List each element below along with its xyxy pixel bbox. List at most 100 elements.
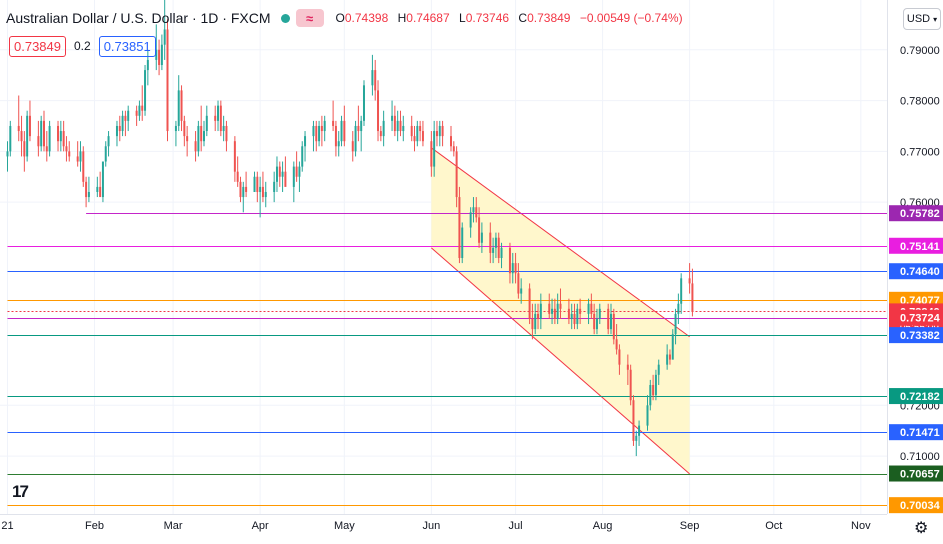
candle-body (374, 70, 377, 91)
candle-body (360, 120, 363, 132)
x-tick-label: May (334, 520, 355, 532)
candle-body (23, 141, 26, 157)
candle-body (205, 115, 208, 132)
candle-body (144, 70, 147, 111)
candle-body (42, 120, 45, 147)
candle-body (101, 161, 104, 198)
candle-body (430, 141, 433, 167)
candle-body (377, 90, 380, 132)
candle-body (391, 115, 394, 121)
candle-body (416, 125, 419, 142)
x-tick-label: Aug (593, 520, 613, 532)
candle-body (275, 166, 278, 182)
candle-body (548, 303, 551, 314)
level-price-label-bg (889, 309, 943, 326)
candle-body (452, 146, 455, 152)
level-price-label-bg (889, 497, 943, 514)
candle-body (646, 405, 649, 426)
market-status-icon (280, 13, 290, 23)
candle-body (579, 308, 582, 314)
candle-body (511, 263, 514, 274)
candle-body (256, 176, 259, 192)
candle-body (315, 125, 318, 142)
candle-body (332, 120, 335, 126)
candle-body (435, 131, 438, 137)
level-price-label: 0.70034 (900, 500, 941, 512)
candle-body (45, 146, 48, 152)
candle-body (99, 186, 102, 198)
y-tick-label: 0.71000 (900, 451, 940, 463)
candle-body (135, 110, 138, 116)
candle-body (76, 156, 79, 162)
y-tick-label: 0.78000 (900, 96, 940, 108)
candle-body (259, 186, 262, 192)
candle-body (500, 247, 503, 259)
candle-body (438, 125, 441, 137)
candle-body (629, 369, 632, 401)
level-price-label: 0.75782 (900, 208, 940, 220)
level-price-label-bg (889, 388, 943, 405)
candle-body (225, 125, 228, 142)
x-tick-label: Mar (164, 520, 183, 532)
tradingview-logo[interactable]: 17 (12, 482, 29, 501)
candle-body (9, 125, 12, 152)
candle-body (278, 166, 281, 177)
candle-body (674, 313, 677, 335)
ohlc-values: O0.74398 H0.74687 L0.73746 C0.73849 −0.0… (336, 11, 683, 25)
currency-selector[interactable]: USD ▾ (903, 8, 941, 30)
candle-body (6, 151, 9, 157)
candle-body (441, 125, 444, 137)
candle-body (691, 283, 694, 312)
gear-icon[interactable]: ⚙ (914, 520, 929, 537)
candle-body (197, 125, 200, 152)
x-tick-label: 21 (1, 520, 13, 532)
candle-body (222, 125, 225, 132)
candle-body (393, 115, 396, 132)
candle-body (155, 49, 158, 60)
spread-value: 0.2 (74, 39, 91, 53)
candle-body (127, 110, 130, 121)
candle-body (48, 125, 51, 152)
candle-body (57, 125, 60, 142)
candle-body (517, 273, 520, 294)
candle-body (68, 151, 71, 157)
candle-body (559, 303, 562, 309)
candle-body (514, 263, 517, 274)
candle-body (180, 90, 183, 121)
candle-body (573, 313, 576, 325)
candle-body (217, 105, 220, 121)
candle-body (553, 308, 556, 319)
candle-body (455, 151, 458, 198)
candle-body (245, 186, 248, 192)
candle-body (194, 141, 197, 152)
symbol-title[interactable]: Australian Dollar / U.S. Dollar · 1D · F… (6, 10, 271, 26)
candle-body (478, 217, 481, 243)
candle-body (177, 90, 180, 126)
candle-body (671, 334, 674, 360)
candle-body (318, 125, 321, 142)
candle-body (657, 364, 660, 375)
candle-body (469, 212, 472, 228)
sell-button[interactable]: 0.73849 (9, 35, 66, 57)
level-price-label: 0.74640 (900, 266, 940, 278)
candle-body (118, 125, 121, 132)
candle-body (138, 105, 141, 116)
candle-body (312, 125, 315, 137)
candle-body (200, 125, 203, 142)
level-price-label: 0.73724 (900, 313, 941, 325)
candle-body (472, 207, 475, 213)
candle-body (166, 29, 169, 132)
low-label: L (459, 11, 466, 25)
candle-body (28, 115, 31, 137)
candle-body (556, 303, 559, 319)
candle-body (354, 125, 357, 152)
candle-body (62, 131, 65, 147)
candle-body (413, 136, 416, 142)
chevron-down-icon: ▾ (933, 14, 938, 24)
tilde-icon[interactable]: ≈ (295, 9, 324, 27)
candle-body (587, 303, 590, 314)
buy-button[interactable]: 0.73851 (98, 35, 156, 57)
candle-body (371, 70, 374, 86)
